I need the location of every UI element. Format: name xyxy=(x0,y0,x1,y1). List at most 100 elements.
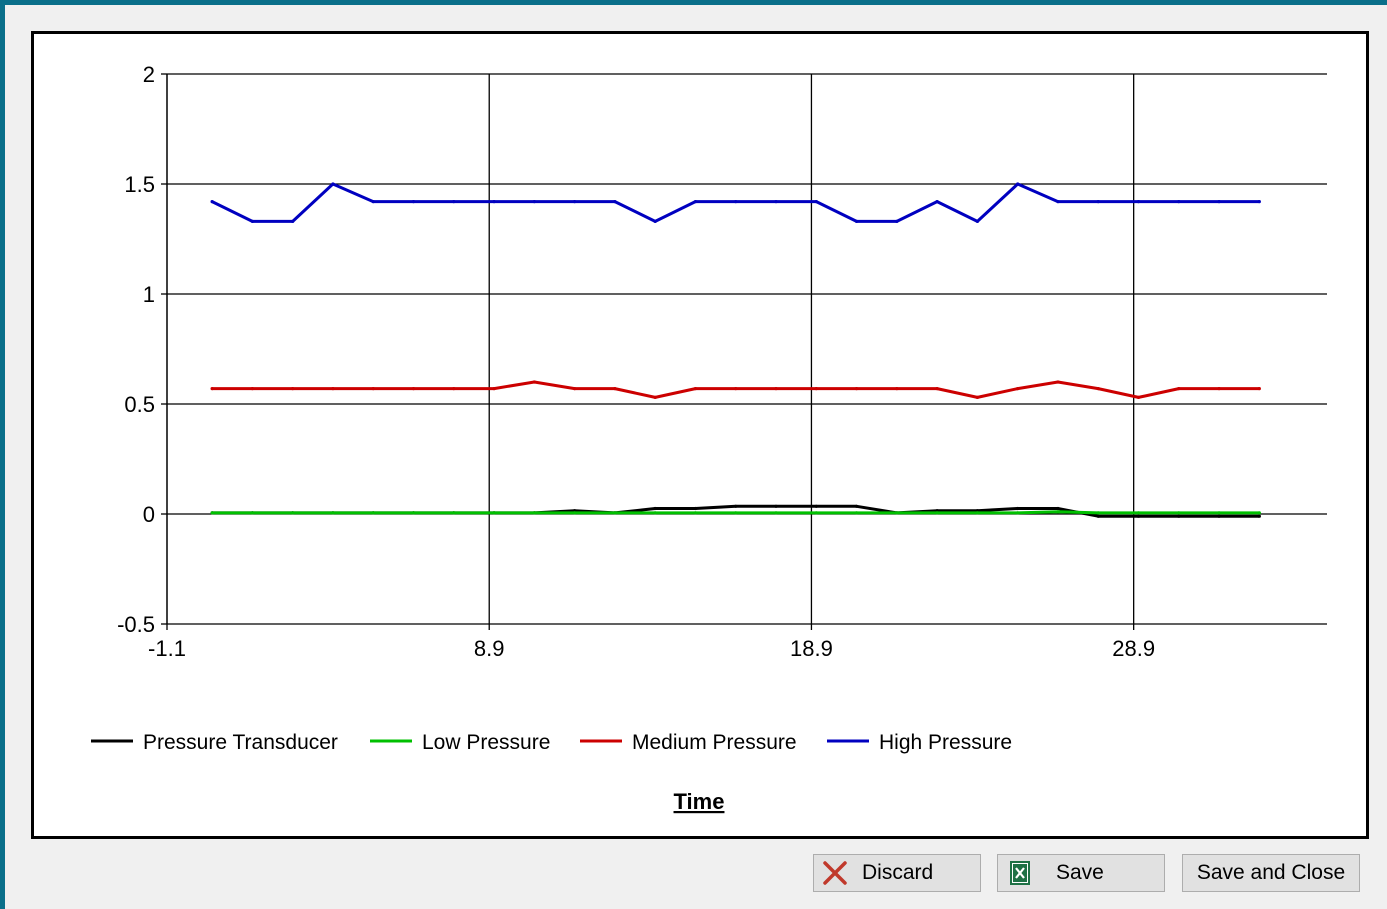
data-point xyxy=(613,387,617,391)
data-point xyxy=(613,511,617,515)
chart-legend: Pressure Transducer Low Pressure Medium Pr… xyxy=(91,731,1012,754)
legend-label: High Pressure xyxy=(879,731,1012,754)
data-point xyxy=(774,504,778,508)
data-point xyxy=(492,387,496,391)
data-point xyxy=(895,219,899,223)
data-point xyxy=(291,387,295,391)
data-point xyxy=(814,200,818,204)
data-point xyxy=(693,511,698,515)
data-point xyxy=(532,380,536,384)
data-point xyxy=(1217,514,1221,518)
chart-panel: 2 1.5 1 0.5 0 -0.5 -1.1 8.9 18.9 28.9 Pressure Tr… xyxy=(31,31,1369,839)
y-tick-label: 1.5 xyxy=(124,172,155,197)
data-point xyxy=(291,219,295,223)
data-point xyxy=(975,395,979,399)
data-point xyxy=(1257,387,1261,391)
excel-icon xyxy=(1010,861,1030,885)
data-point xyxy=(774,511,778,515)
data-point xyxy=(371,387,375,391)
data-point xyxy=(1056,510,1060,514)
data-point xyxy=(935,200,939,204)
data-point xyxy=(734,511,738,515)
data-point xyxy=(411,387,416,391)
x-tick-label: 28.9 xyxy=(1112,636,1155,661)
data-point xyxy=(1136,395,1141,399)
data-point xyxy=(814,387,818,391)
data-point xyxy=(210,387,214,391)
data-point xyxy=(210,200,214,204)
data-point xyxy=(734,387,738,391)
data-point xyxy=(854,504,859,508)
data-point xyxy=(1016,511,1020,515)
discard-button[interactable]: Discard xyxy=(813,854,981,892)
discard-button-label: Discard xyxy=(862,861,934,884)
data-point xyxy=(573,200,577,204)
data-point xyxy=(854,387,859,391)
y-tick-label: 2 xyxy=(143,62,155,87)
legend-label: Pressure Transducer xyxy=(143,731,338,754)
chart-grid xyxy=(167,73,1327,625)
data-point xyxy=(653,506,657,511)
data-point xyxy=(854,511,859,515)
data-point xyxy=(452,387,456,391)
data-point xyxy=(291,511,295,515)
x-tick-label: 8.9 xyxy=(474,636,505,661)
data-point xyxy=(331,182,335,186)
data-point xyxy=(1056,380,1060,384)
data-point xyxy=(1177,514,1181,518)
data-point xyxy=(693,387,698,391)
x-tick-label: 18.9 xyxy=(790,636,833,661)
y-tick-label: 0 xyxy=(143,502,155,527)
data-point xyxy=(452,200,456,204)
data-point xyxy=(1096,200,1100,204)
data-point xyxy=(854,219,859,223)
data-point xyxy=(613,200,617,204)
data-point xyxy=(1217,511,1221,515)
save-button[interactable]: Save xyxy=(997,854,1165,892)
data-point xyxy=(1136,200,1141,204)
data-point xyxy=(452,511,456,515)
data-point xyxy=(1257,200,1261,204)
data-point xyxy=(1177,511,1181,515)
data-point xyxy=(774,200,778,204)
data-point xyxy=(653,511,657,515)
data-point xyxy=(814,504,818,508)
data-point xyxy=(1016,506,1020,511)
data-point xyxy=(1056,506,1060,511)
chart-series xyxy=(210,182,1261,518)
data-point xyxy=(1016,387,1020,391)
data-point xyxy=(1096,511,1100,515)
x-axis-label: Time xyxy=(674,789,725,814)
data-point xyxy=(693,506,698,511)
save-and-close-button[interactable]: Save and Close xyxy=(1182,854,1360,892)
data-point xyxy=(1136,511,1141,515)
data-point xyxy=(1056,200,1060,204)
data-point xyxy=(653,219,657,223)
data-point xyxy=(210,511,214,515)
data-point xyxy=(371,200,375,204)
data-point xyxy=(331,387,335,391)
window-content: 2 1.5 1 0.5 0 -0.5 -1.1 8.9 18.9 28.9 Pressure Tr… xyxy=(5,5,1387,909)
data-point xyxy=(895,387,899,391)
data-point xyxy=(331,511,335,515)
y-tick-label: 0.5 xyxy=(124,392,155,417)
save-button-label: Save xyxy=(1056,861,1104,884)
data-point xyxy=(532,200,536,204)
data-point xyxy=(1257,514,1261,518)
data-point xyxy=(975,219,979,223)
data-point xyxy=(895,511,899,515)
data-point xyxy=(1177,200,1181,204)
data-point xyxy=(1096,514,1100,518)
data-point xyxy=(250,219,254,223)
data-point xyxy=(1177,387,1181,391)
data-point xyxy=(371,511,375,515)
line-chart: 2 1.5 1 0.5 0 -0.5-1.1 8.9 18.9 28.9 Pressure Tr… xyxy=(91,62,1327,814)
data-point xyxy=(975,511,979,515)
data-point xyxy=(774,387,778,391)
data-point xyxy=(1257,511,1261,515)
data-point xyxy=(250,511,254,515)
data-point xyxy=(492,200,496,204)
x-tick-label: -1.1 xyxy=(148,636,186,661)
data-point xyxy=(492,511,496,515)
data-point xyxy=(411,511,416,515)
